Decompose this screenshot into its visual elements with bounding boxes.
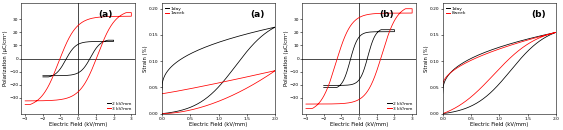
Legend: 1day, 8week: 1day, 8week <box>445 6 467 16</box>
X-axis label: Electric Field (kV/mm): Electric Field (kV/mm) <box>470 122 529 126</box>
Y-axis label: Strain (%): Strain (%) <box>424 45 429 72</box>
Y-axis label: Polarization (μC/cm²): Polarization (μC/cm²) <box>3 31 8 86</box>
X-axis label: Electric Field (kV/mm): Electric Field (kV/mm) <box>189 122 248 126</box>
Text: (b): (b) <box>379 10 394 19</box>
Legend: 2 kV/mm, 3 kV/mm: 2 kV/mm, 3 kV/mm <box>106 101 133 111</box>
Text: (a): (a) <box>251 10 265 19</box>
X-axis label: Electric Field (kV/mm): Electric Field (kV/mm) <box>330 122 388 126</box>
Legend: 2 kV/mm, 3 kV/mm: 2 kV/mm, 3 kV/mm <box>387 101 413 111</box>
Text: (a): (a) <box>99 10 113 19</box>
Legend: 1day, 1week: 1day, 1week <box>164 6 186 16</box>
Text: (b): (b) <box>531 10 546 19</box>
X-axis label: Electric Field (kV/mm): Electric Field (kV/mm) <box>49 122 108 126</box>
Y-axis label: Strain (%): Strain (%) <box>143 45 148 72</box>
Y-axis label: Polarization (μC/cm²): Polarization (μC/cm²) <box>284 31 289 86</box>
